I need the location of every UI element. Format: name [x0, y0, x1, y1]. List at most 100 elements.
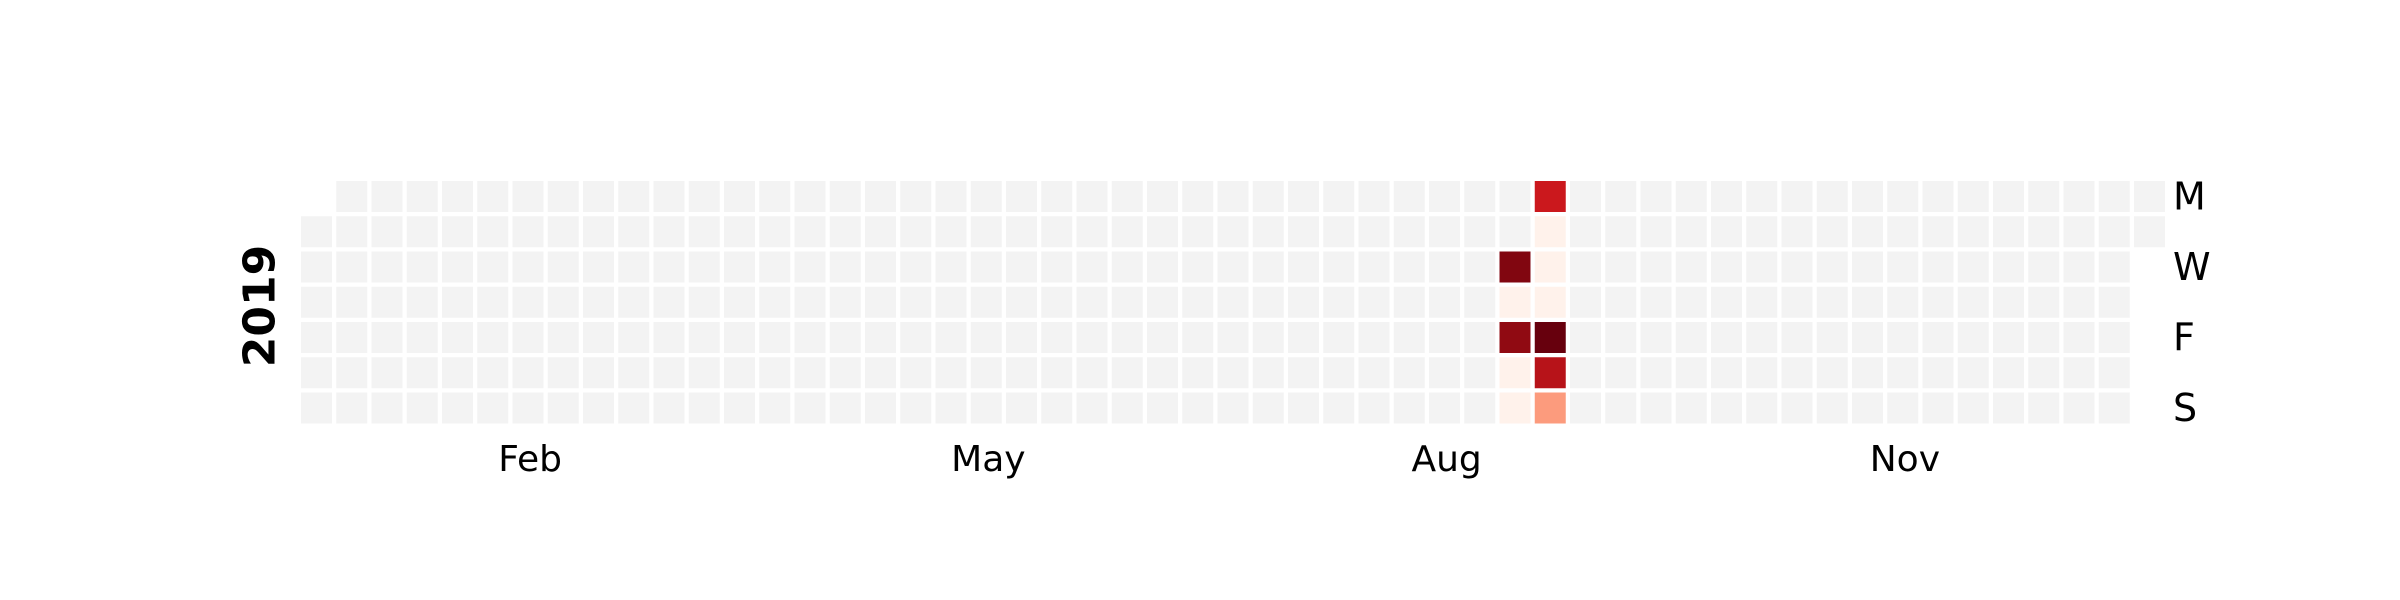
heatmap-cell — [1570, 392, 1601, 424]
heatmap-cell — [477, 251, 509, 283]
heatmap-cell — [1111, 251, 1143, 283]
heatmap-cell — [1147, 286, 1178, 318]
heatmap-cell — [865, 392, 896, 424]
heatmap-cell — [900, 322, 932, 353]
heatmap-cell — [1147, 251, 1178, 283]
heatmap-cell — [1605, 251, 1637, 283]
heatmap-cell — [1252, 357, 1284, 389]
heatmap-cell — [1534, 322, 1566, 353]
heatmap-cell — [900, 392, 932, 424]
heatmap-cell — [512, 286, 544, 318]
heatmap-cell — [1852, 392, 1883, 424]
heatmap-cell — [970, 216, 1002, 248]
heatmap-cell — [653, 392, 685, 424]
heatmap-cell — [1711, 181, 1742, 212]
heatmap-cell — [688, 322, 720, 353]
heatmap-cell — [371, 181, 403, 212]
heatmap-cell — [371, 286, 403, 318]
heatmap-cell — [653, 322, 685, 353]
heatmap-cell — [477, 181, 509, 212]
heatmap-cell — [1746, 357, 1778, 389]
heatmap-cell — [1393, 392, 1425, 424]
heatmap-cell — [618, 216, 650, 248]
heatmap-cell — [1605, 322, 1637, 353]
heatmap-cell — [1393, 357, 1425, 389]
heatmap-cell — [1499, 392, 1531, 424]
heatmap-cell — [1288, 181, 1319, 212]
heatmap-cell — [794, 286, 826, 318]
heatmap-cell — [2098, 357, 2130, 389]
heatmap-cell — [1993, 251, 2024, 283]
heatmap-cell — [2134, 181, 2165, 212]
heatmap-cell — [1429, 216, 1460, 248]
heatmap-cell — [2098, 286, 2130, 318]
heatmap-cell — [1111, 392, 1143, 424]
heatmap-cell — [2098, 251, 2130, 283]
heatmap-cell — [1640, 357, 1672, 389]
heatmap-cell — [2063, 322, 2095, 353]
heatmap-cell — [935, 251, 967, 283]
heatmap-cell — [1393, 286, 1425, 318]
heatmap-cell — [2028, 181, 2060, 212]
heatmap-cell — [688, 392, 720, 424]
heatmap-cell — [688, 251, 720, 283]
heatmap-cell — [1534, 286, 1566, 318]
heatmap-cell — [2063, 181, 2095, 212]
heatmap-cell — [1957, 251, 1989, 283]
heatmap-cell — [583, 181, 614, 212]
heatmap-cell — [1358, 392, 1390, 424]
heatmap-cells — [301, 181, 2165, 424]
heatmap-cell — [900, 251, 932, 283]
heatmap-cell — [1887, 392, 1919, 424]
heatmap-cell — [688, 357, 720, 389]
heatmap-cell — [618, 322, 650, 353]
heatmap-cell — [1182, 286, 1214, 318]
heatmap-cell — [794, 392, 826, 424]
heatmap-cell — [1570, 181, 1601, 212]
heatmap-cell — [1922, 357, 1954, 389]
heatmap-cell — [1393, 251, 1425, 283]
heatmap-cell — [1922, 286, 1954, 318]
heatmap-cell — [512, 322, 544, 353]
heatmap-cell — [1323, 216, 1355, 248]
heatmap-cell — [1006, 392, 1037, 424]
heatmap-cell — [794, 251, 826, 283]
heatmap-cell — [1993, 216, 2024, 248]
heatmap-cell — [1252, 181, 1284, 212]
heatmap-cell — [1605, 357, 1637, 389]
heatmap-cell — [1429, 251, 1460, 283]
heatmap-cell — [759, 216, 791, 248]
heatmap-cell — [865, 357, 896, 389]
heatmap-cell — [583, 392, 614, 424]
heatmap-cell — [1429, 322, 1460, 353]
heatmap-cell — [1182, 251, 1214, 283]
heatmap-cell — [970, 392, 1002, 424]
heatmap-cell — [1393, 322, 1425, 353]
heatmap-cell — [1358, 216, 1390, 248]
heatmap-cell — [1147, 181, 1178, 212]
heatmap-cell — [406, 286, 438, 318]
heatmap-cell — [1922, 216, 1954, 248]
heatmap-cell — [1111, 322, 1143, 353]
heatmap-cell — [1816, 357, 1848, 389]
month-label: Feb — [498, 439, 562, 480]
heatmap-cell — [1675, 357, 1707, 389]
heatmap-cell — [970, 251, 1002, 283]
heatmap-cell — [1993, 392, 2024, 424]
heatmap-cell — [442, 322, 473, 353]
heatmap-cell — [512, 251, 544, 283]
heatmap-cell — [2063, 392, 2095, 424]
heatmap-cell — [1111, 357, 1143, 389]
heatmap-cell — [1323, 392, 1355, 424]
heatmap-cell — [1464, 216, 1496, 248]
heatmap-cell — [1852, 357, 1883, 389]
heatmap-cell — [1746, 216, 1778, 248]
heatmap-cell — [1499, 181, 1531, 212]
heatmap-cell — [583, 216, 614, 248]
heatmap-cell — [1288, 392, 1319, 424]
heatmap-cell — [1288, 251, 1319, 283]
heatmap-cell — [970, 181, 1002, 212]
heatmap-cell — [477, 286, 509, 318]
heatmap-cell — [935, 357, 967, 389]
heatmap-cell — [1358, 181, 1390, 212]
